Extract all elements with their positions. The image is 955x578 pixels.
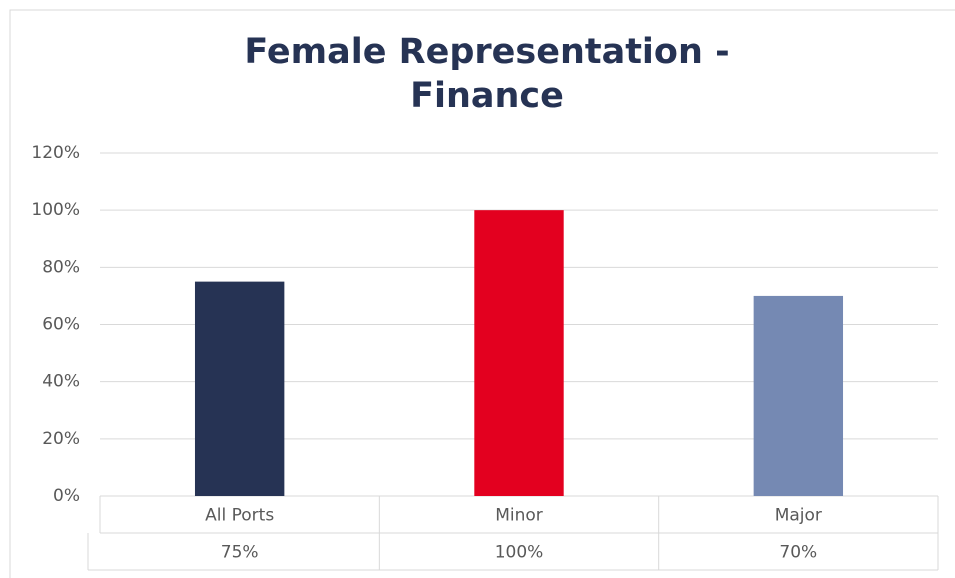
y-tick-label: 20% (42, 429, 80, 449)
x-tick-label: Minor (495, 506, 543, 526)
data-table-value: 75% (221, 543, 259, 563)
x-tick-label: Major (775, 506, 822, 526)
y-tick-label: 0% (53, 486, 80, 506)
y-tick-label: 80% (42, 257, 80, 277)
y-tick-label: 40% (42, 372, 80, 392)
chart-border (9, 9, 955, 578)
y-tick-label: 100% (31, 200, 80, 220)
chart-title: Female Representation - Finance (244, 32, 730, 116)
bar (474, 210, 564, 496)
data-table-value: 70% (779, 543, 817, 563)
y-tick-label: 120% (31, 143, 80, 163)
y-tick-label: 60% (42, 315, 80, 335)
x-tick-label: All Ports (205, 506, 274, 526)
bar (194, 281, 285, 496)
bar (753, 295, 844, 496)
data-table-value: 100% (495, 543, 544, 563)
